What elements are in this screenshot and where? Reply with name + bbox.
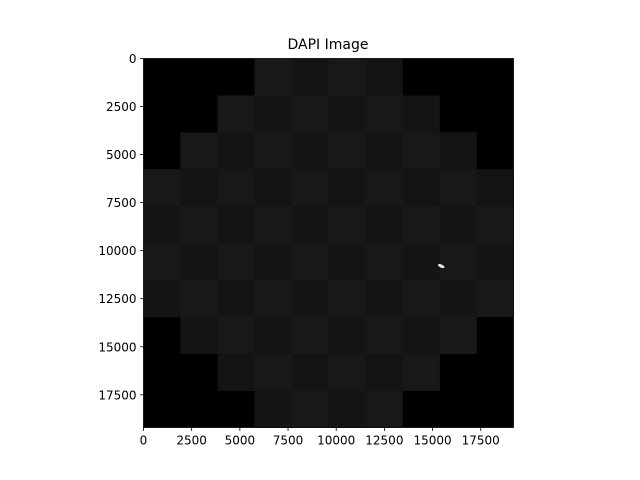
image-tile [180, 316, 218, 354]
y-tick-label: 12500 [98, 292, 136, 306]
image-tile [217, 132, 255, 170]
x-tick-label: 5000 [225, 434, 256, 448]
image-tile [291, 169, 329, 207]
image-tile [217, 316, 255, 354]
image-tile [143, 169, 181, 207]
x-tick-label: 15000 [413, 434, 451, 448]
image-tile [439, 169, 477, 207]
image-tile [402, 279, 440, 318]
image-tile [439, 243, 477, 281]
y-tick-label: 15000 [98, 340, 136, 354]
image-tile [365, 243, 403, 281]
plot-area [143, 58, 514, 428]
x-tick-label: 2500 [176, 434, 207, 448]
image-tile [439, 206, 477, 244]
image-tile [217, 243, 255, 281]
image-tile [217, 95, 255, 133]
y-tick-label: 17500 [98, 388, 136, 402]
y-tick-label: 5000 [106, 148, 137, 162]
image-tile [328, 390, 366, 428]
image-tile [254, 316, 292, 354]
image-tile [439, 316, 477, 354]
image-tile [254, 169, 292, 207]
x-tick-label: 7500 [273, 434, 304, 448]
image-tile [217, 169, 255, 207]
x-tick-label: 12500 [365, 434, 403, 448]
image-tile [402, 316, 440, 354]
image-tile [254, 243, 292, 281]
image-tile [291, 353, 329, 391]
image-tile [328, 95, 366, 133]
image-tile [402, 132, 440, 170]
image-tile [402, 206, 440, 244]
image-tile [180, 243, 218, 281]
image-tile [254, 279, 292, 318]
image-tile [476, 279, 514, 318]
image-tile [439, 132, 477, 170]
image-tile [254, 390, 292, 428]
image-tile [180, 169, 218, 207]
image-tile [365, 353, 403, 391]
image-tile [291, 58, 329, 96]
chart-title: DAPI Image [288, 37, 369, 53]
image-tile [476, 169, 514, 207]
image-tile [476, 243, 514, 281]
image-tile [328, 58, 366, 96]
image-tile [291, 95, 329, 133]
image-tile [254, 58, 292, 96]
image-tile [328, 169, 366, 207]
x-tick-label: 10000 [317, 434, 355, 448]
image-tile [439, 279, 477, 318]
image-tile [365, 95, 403, 133]
x-tick-label: 17500 [462, 434, 500, 448]
image-tile [328, 316, 366, 354]
y-tick-label: 2500 [106, 100, 137, 114]
image-tile [402, 243, 440, 281]
y-tick-label: 10000 [98, 244, 136, 258]
image-tile [365, 390, 403, 428]
image-tile [291, 279, 329, 318]
image-tile [291, 132, 329, 170]
image-tile [365, 316, 403, 354]
image-tile [328, 279, 366, 318]
image-tile [402, 95, 440, 133]
image-tile [143, 279, 181, 318]
image-tile [291, 243, 329, 281]
image-tile [365, 132, 403, 170]
image-tile [254, 95, 292, 133]
image-tile [180, 206, 218, 244]
image-tile [180, 279, 218, 318]
image-tile [143, 243, 181, 281]
x-tick-label: 0 [140, 434, 148, 448]
image-tile [365, 206, 403, 244]
image-tile [143, 206, 181, 244]
x-axis: 0 2500 5000 7500 10000 12500 15000 17500 [140, 427, 500, 448]
image-tile [180, 132, 218, 170]
image-tile [328, 353, 366, 391]
y-axis: 0 2500 5000 7500 10000 12500 15000 17500 [98, 52, 144, 402]
axes-frame [143, 58, 514, 428]
image-tile [328, 132, 366, 170]
image-tile [365, 58, 403, 96]
image-tile [328, 206, 366, 244]
image-tile [476, 206, 514, 244]
image-tile [291, 390, 329, 428]
image-tile [254, 132, 292, 170]
image-tile [217, 353, 255, 391]
image-tile [365, 169, 403, 207]
image-tile [402, 169, 440, 207]
bright-spot [437, 263, 445, 269]
image-tile [217, 279, 255, 318]
image-tile [254, 353, 292, 391]
image-tile [402, 353, 440, 391]
image-tile [254, 206, 292, 244]
image-tile [291, 316, 329, 354]
image-tile [328, 243, 366, 281]
image-tile [365, 279, 403, 318]
y-tick-label: 7500 [106, 196, 137, 210]
image-tile [217, 206, 255, 244]
y-tick-label: 0 [129, 52, 137, 66]
image-tile [291, 206, 329, 244]
